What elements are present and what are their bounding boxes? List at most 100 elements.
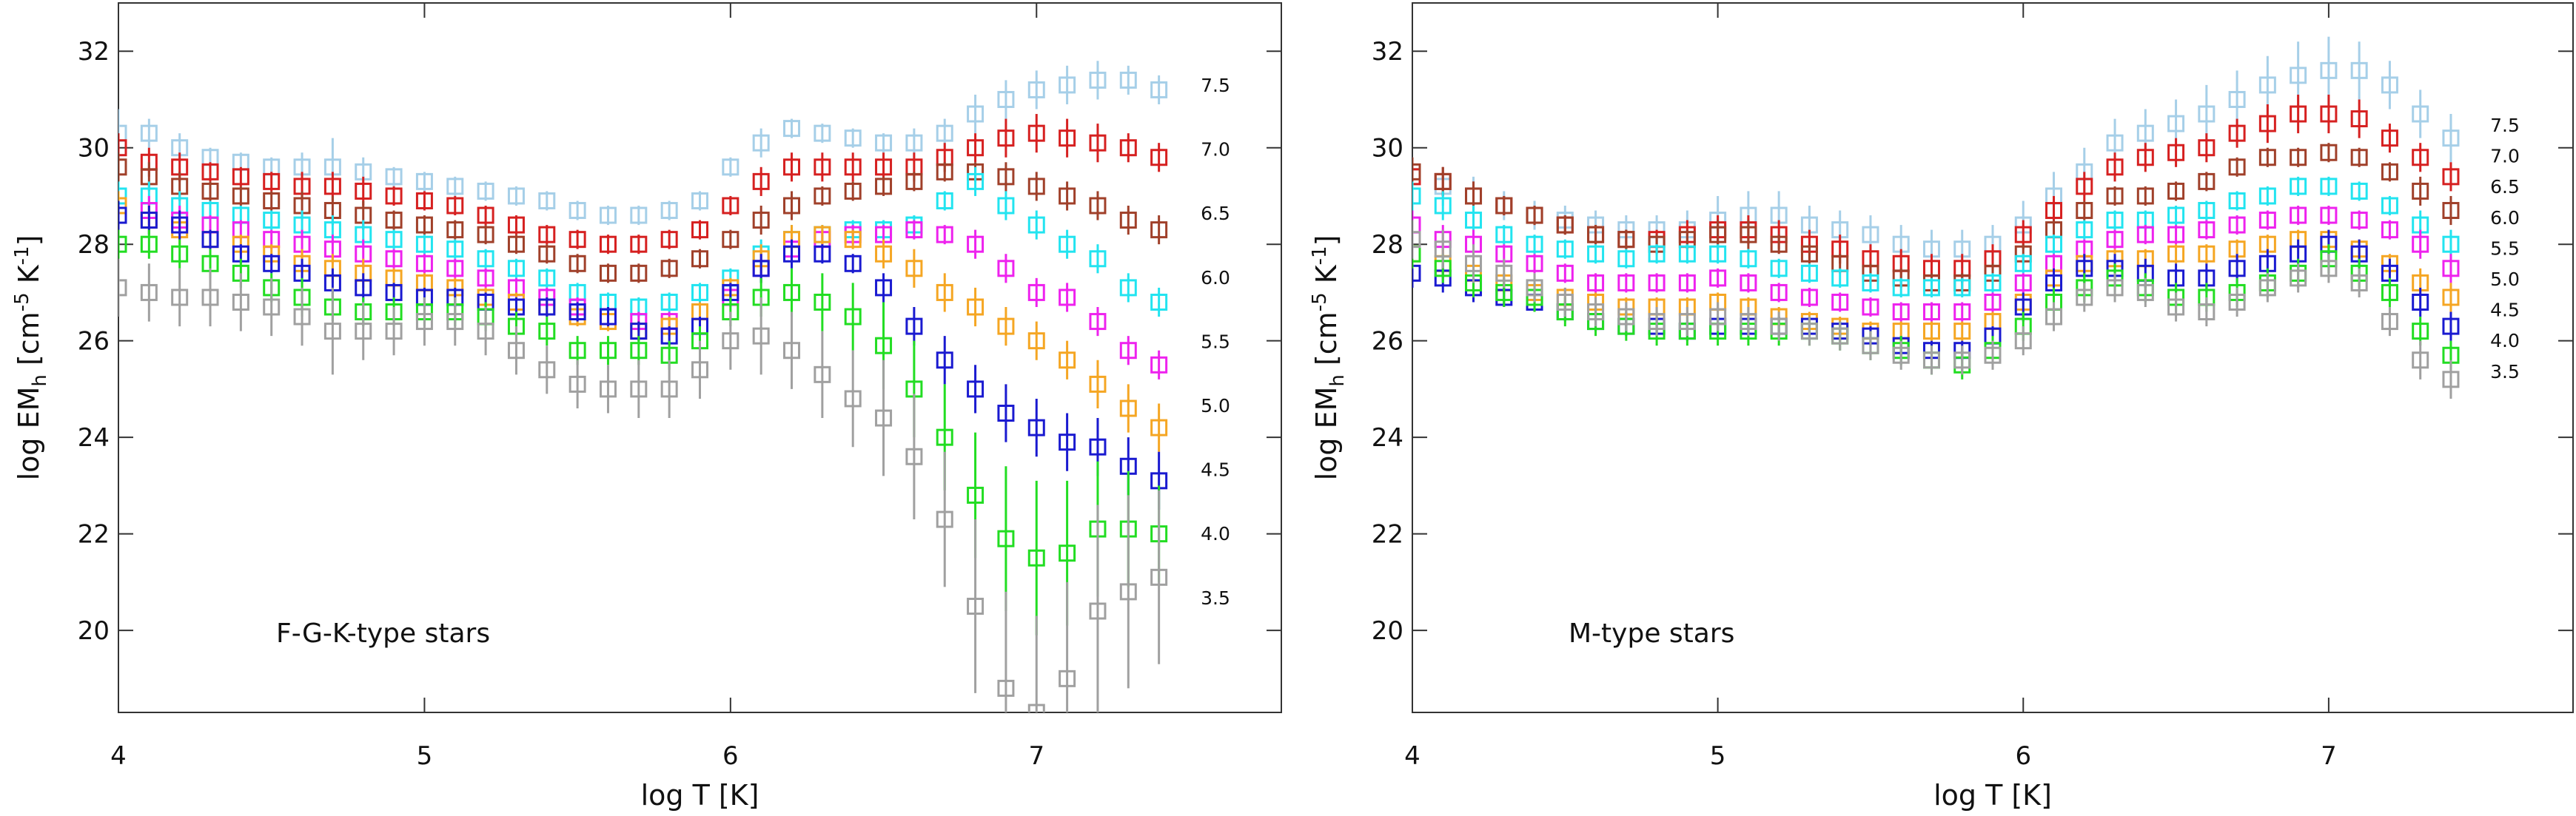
marker bbox=[1617, 274, 1635, 291]
marker bbox=[2381, 221, 2398, 239]
marker bbox=[2106, 231, 2124, 249]
marker bbox=[232, 187, 249, 205]
marker bbox=[1709, 269, 1727, 287]
marker bbox=[967, 380, 985, 398]
marker bbox=[1800, 289, 1818, 306]
marker bbox=[2350, 274, 2368, 291]
marker bbox=[2198, 202, 2216, 220]
marker bbox=[1027, 283, 1045, 301]
y-tick-label: 22 bbox=[1372, 520, 1403, 550]
marker bbox=[2412, 149, 2429, 166]
x-tick-label: 7 bbox=[2321, 741, 2337, 771]
marker bbox=[507, 216, 525, 234]
marker bbox=[1862, 274, 1879, 291]
plot-area bbox=[1412, 36, 2460, 399]
marker bbox=[599, 235, 617, 253]
marker bbox=[118, 139, 127, 157]
marker bbox=[201, 289, 219, 306]
marker bbox=[385, 231, 403, 249]
marker bbox=[844, 182, 862, 200]
y-tick-label: 24 bbox=[1372, 423, 1403, 453]
marker bbox=[1059, 434, 1076, 451]
marker bbox=[355, 279, 372, 297]
marker bbox=[2412, 105, 2429, 123]
marker bbox=[1678, 313, 1696, 331]
marker bbox=[1831, 293, 1849, 311]
panel: 4 5 6 7 20 22 24 26 28 30 32 7.5 7.0 6.5 6.0 5.5 5.0 4.5 4… bbox=[1309, 2, 2574, 812]
marker bbox=[1953, 303, 1971, 321]
marker bbox=[2320, 260, 2338, 277]
marker bbox=[2198, 105, 2216, 123]
marker bbox=[814, 365, 831, 383]
marker bbox=[2442, 202, 2460, 220]
marker bbox=[446, 240, 464, 258]
marker bbox=[1434, 172, 1452, 190]
marker bbox=[538, 245, 556, 263]
marker bbox=[2045, 235, 2063, 253]
marker bbox=[323, 323, 341, 340]
marker bbox=[2136, 226, 2154, 243]
marker bbox=[2198, 303, 2216, 321]
marker bbox=[385, 323, 403, 340]
marker bbox=[936, 124, 953, 142]
marker bbox=[2228, 260, 2246, 277]
marker bbox=[844, 308, 862, 326]
marker bbox=[1556, 240, 1574, 258]
marker bbox=[1587, 226, 1605, 243]
marker bbox=[1526, 235, 1543, 253]
marker bbox=[2014, 254, 2032, 272]
marker bbox=[691, 221, 708, 239]
marker bbox=[722, 197, 739, 215]
marker bbox=[967, 235, 985, 253]
marker bbox=[118, 124, 127, 142]
marker bbox=[263, 212, 281, 229]
series-label: 5.5 bbox=[1201, 331, 1230, 352]
marker bbox=[752, 260, 770, 277]
marker bbox=[2290, 269, 2307, 287]
marker bbox=[477, 269, 494, 287]
y-label-open: [cm bbox=[1310, 311, 1343, 374]
marker bbox=[2442, 260, 2460, 277]
marker bbox=[1089, 438, 1107, 456]
series-label: 7.5 bbox=[2490, 115, 2520, 136]
marker bbox=[2167, 144, 2185, 161]
marker bbox=[2076, 221, 2093, 239]
marker bbox=[2076, 202, 2093, 220]
marker bbox=[1800, 323, 1818, 340]
marker bbox=[2258, 187, 2276, 205]
x-axis-label: log T [K] bbox=[1933, 779, 2052, 812]
marker bbox=[1740, 250, 1757, 268]
marker bbox=[1150, 568, 1168, 586]
series-label: 6.5 bbox=[1201, 203, 1230, 224]
marker bbox=[2350, 149, 2368, 166]
marker bbox=[691, 192, 708, 209]
marker bbox=[477, 226, 494, 243]
marker bbox=[660, 293, 678, 311]
marker bbox=[1059, 289, 1076, 306]
marker bbox=[1922, 303, 1940, 321]
marker bbox=[355, 323, 372, 340]
marker bbox=[2320, 61, 2338, 79]
marker bbox=[967, 486, 985, 504]
marker bbox=[118, 235, 127, 253]
marker bbox=[2106, 187, 2124, 205]
marker bbox=[1617, 250, 1635, 268]
marker bbox=[1150, 81, 1168, 98]
marker bbox=[1770, 260, 1788, 277]
marker bbox=[630, 235, 648, 253]
series-label: 6.0 bbox=[2490, 207, 2520, 229]
marker bbox=[814, 226, 831, 243]
y-label-close: ] bbox=[1310, 235, 1343, 246]
marker bbox=[1740, 313, 1757, 331]
marker bbox=[844, 129, 862, 147]
marker bbox=[1150, 356, 1168, 374]
plot-area bbox=[118, 61, 1168, 712]
marker bbox=[568, 303, 586, 321]
marker bbox=[538, 361, 556, 379]
marker bbox=[1150, 419, 1168, 436]
marker bbox=[967, 298, 985, 316]
marker bbox=[538, 323, 556, 340]
marker bbox=[1089, 250, 1107, 268]
marker bbox=[1434, 197, 1452, 215]
marker bbox=[1587, 245, 1605, 263]
